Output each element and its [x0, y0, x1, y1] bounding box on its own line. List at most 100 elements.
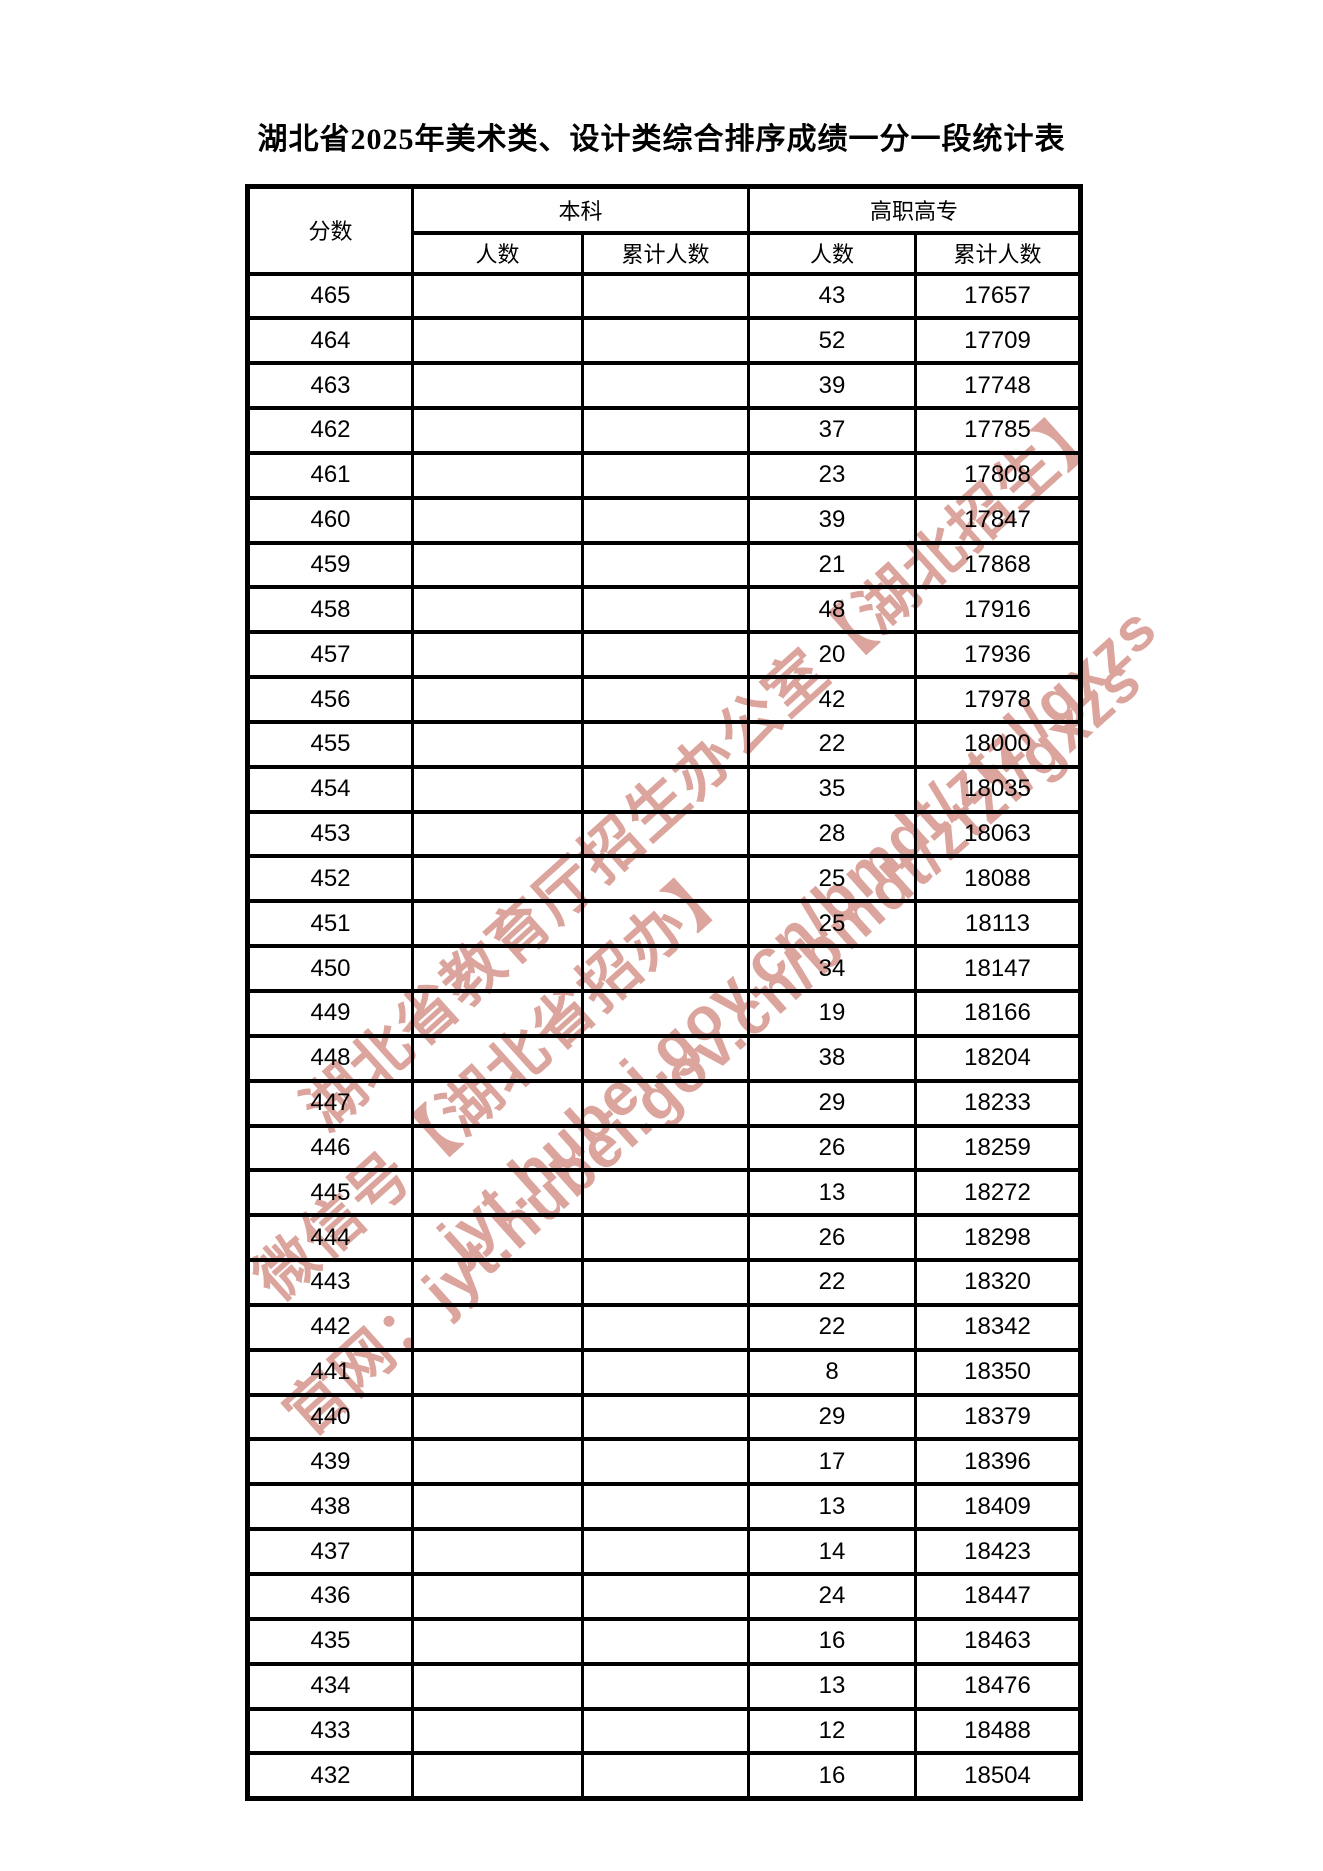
header-row-groups: 分数 本科 高职高专	[246, 184, 1083, 276]
score-cell: 442	[246, 1302, 414, 1352]
gaozhi-cumulative-cell: 18396	[914, 1437, 1083, 1487]
score-cell: 439	[246, 1437, 414, 1487]
gaozhi-cumulative-cell: 17916	[914, 585, 1083, 635]
score-cell: 456	[246, 675, 414, 724]
benke-count-cell	[411, 854, 584, 904]
benke-count-cell	[411, 719, 584, 769]
score-cell: 465	[246, 271, 414, 321]
document-title: 湖北省2025年美术类、设计类综合排序成绩一分一段统计表	[257, 123, 1066, 156]
benke-cumulative-cell	[580, 989, 751, 1038]
gaozhi-cumulative-cell: 18063	[914, 809, 1083, 859]
score-cell: 458	[246, 585, 414, 635]
score-cell: 448	[246, 1033, 414, 1083]
table-row: 441 8 18350	[246, 1347, 1083, 1397]
benke-count-cell	[411, 1123, 584, 1173]
gaozhi-count-cell: 14	[747, 1527, 918, 1576]
table-row: 454 35 18035	[246, 764, 1083, 814]
gaozhi-count-cell: 35	[747, 764, 918, 814]
score-cell: 454	[246, 764, 414, 814]
gaozhi-count-cell: 13	[747, 1482, 918, 1532]
gaozhi-count-cell: 29	[747, 1392, 918, 1442]
benke-cumulative-cell	[580, 316, 751, 366]
gaozhi-cumulative-cell: 18504	[914, 1751, 1083, 1801]
table-row: 447 29 18233	[246, 1078, 1083, 1128]
score-cell: 434	[246, 1661, 414, 1711]
gaozhi-count-cell: 29	[747, 1078, 918, 1128]
score-cell: 464	[246, 316, 414, 366]
gaozhi-count-cell: 19	[747, 989, 918, 1038]
benke-cumulative-cell	[580, 406, 751, 455]
benke-cumulative-cell	[580, 1527, 751, 1576]
gaozhi-cumulative-cell: 18113	[914, 899, 1083, 949]
benke-count-cell	[411, 630, 584, 680]
gaozhi-cumulative-cell: 18272	[914, 1168, 1083, 1218]
gaozhi-cumulative-cell: 17936	[914, 630, 1083, 680]
benke-count-cell	[411, 1078, 584, 1128]
gaozhi-cumulative-cell: 18166	[914, 989, 1083, 1038]
gaozhi-count-cell: 24	[747, 1571, 918, 1621]
benke-cumulative-cell	[580, 1751, 751, 1801]
benke-cumulative-cell	[580, 450, 751, 500]
table-row: 433 12 18488	[246, 1706, 1083, 1756]
score-cell: 436	[246, 1571, 414, 1621]
gaozhi-cumulative-cell: 18035	[914, 764, 1083, 814]
gaozhi-count-cell: 48	[747, 585, 918, 635]
gaozhi-count-cell: 25	[747, 854, 918, 904]
gaozhi-cumulative-cell: 17785	[914, 406, 1083, 455]
gaozhi-cumulative-cell: 18259	[914, 1123, 1083, 1173]
gaozhi-cumulative-cell: 18298	[914, 1213, 1083, 1263]
table-row: 461 23 17808	[246, 450, 1083, 500]
gaozhi-count-cell: 26	[747, 1123, 918, 1173]
gaozhi-cumulative-cell: 18463	[914, 1616, 1083, 1666]
benke-count-cell	[411, 450, 584, 500]
table-row: 460 39 17847	[246, 495, 1083, 545]
benke-cumulative-cell	[580, 764, 751, 814]
benke-count-cell	[411, 1302, 584, 1352]
benke-cumulative-cell	[580, 1078, 751, 1128]
table-row: 438 13 18409	[246, 1482, 1083, 1532]
table-row: 437 14 18423	[246, 1527, 1083, 1576]
score-column-header: 分数	[246, 184, 414, 276]
benke-count-cell	[411, 540, 584, 590]
gaozhi-cumulative-cell: 18147	[914, 944, 1083, 993]
gaozhi-count-cell: 22	[747, 719, 918, 769]
benke-count-cell	[411, 944, 584, 993]
table-row: 445 13 18272	[246, 1168, 1083, 1218]
score-cell: 451	[246, 899, 414, 949]
subheader-gaozhi-count: 人数	[747, 230, 918, 276]
score-cell: 441	[246, 1347, 414, 1397]
score-cell: 447	[246, 1078, 414, 1128]
gaozhi-count-cell: 13	[747, 1661, 918, 1711]
gaozhi-cumulative-cell: 18233	[914, 1078, 1083, 1128]
gaozhi-cumulative-cell: 17847	[914, 495, 1083, 545]
table-row: 434 13 18476	[246, 1661, 1083, 1711]
benke-count-cell	[411, 1258, 584, 1307]
gaozhi-count-cell: 16	[747, 1751, 918, 1801]
benke-cumulative-cell	[580, 1437, 751, 1487]
benke-cumulative-cell	[580, 585, 751, 635]
score-cell: 449	[246, 989, 414, 1038]
gaozhi-cumulative-cell: 18204	[914, 1033, 1083, 1083]
table-row: 452 25 18088	[246, 854, 1083, 904]
gaozhi-cumulative-cell: 17657	[914, 271, 1083, 321]
gaozhi-count-cell: 38	[747, 1033, 918, 1083]
benke-count-cell	[411, 899, 584, 949]
benke-count-cell	[411, 585, 584, 635]
benke-cumulative-cell	[580, 1661, 751, 1711]
benke-cumulative-cell	[580, 1302, 751, 1352]
gaozhi-count-cell: 13	[747, 1168, 918, 1218]
gaozhi-count-cell: 28	[747, 809, 918, 859]
benke-count-cell	[411, 1392, 584, 1442]
benke-cumulative-cell	[580, 540, 751, 590]
table-row: 444 26 18298	[246, 1213, 1083, 1263]
table-row: 446 26 18259	[246, 1123, 1083, 1173]
score-cell: 462	[246, 406, 414, 455]
gaozhi-cumulative-cell: 18409	[914, 1482, 1083, 1532]
table-row: 464 52 17709	[246, 316, 1083, 366]
benke-count-cell	[411, 316, 584, 366]
score-cell: 446	[246, 1123, 414, 1173]
score-cell: 433	[246, 1706, 414, 1756]
score-cell: 450	[246, 944, 414, 993]
gaozhi-count-cell: 23	[747, 450, 918, 500]
gaozhi-cumulative-cell: 18088	[914, 854, 1083, 904]
